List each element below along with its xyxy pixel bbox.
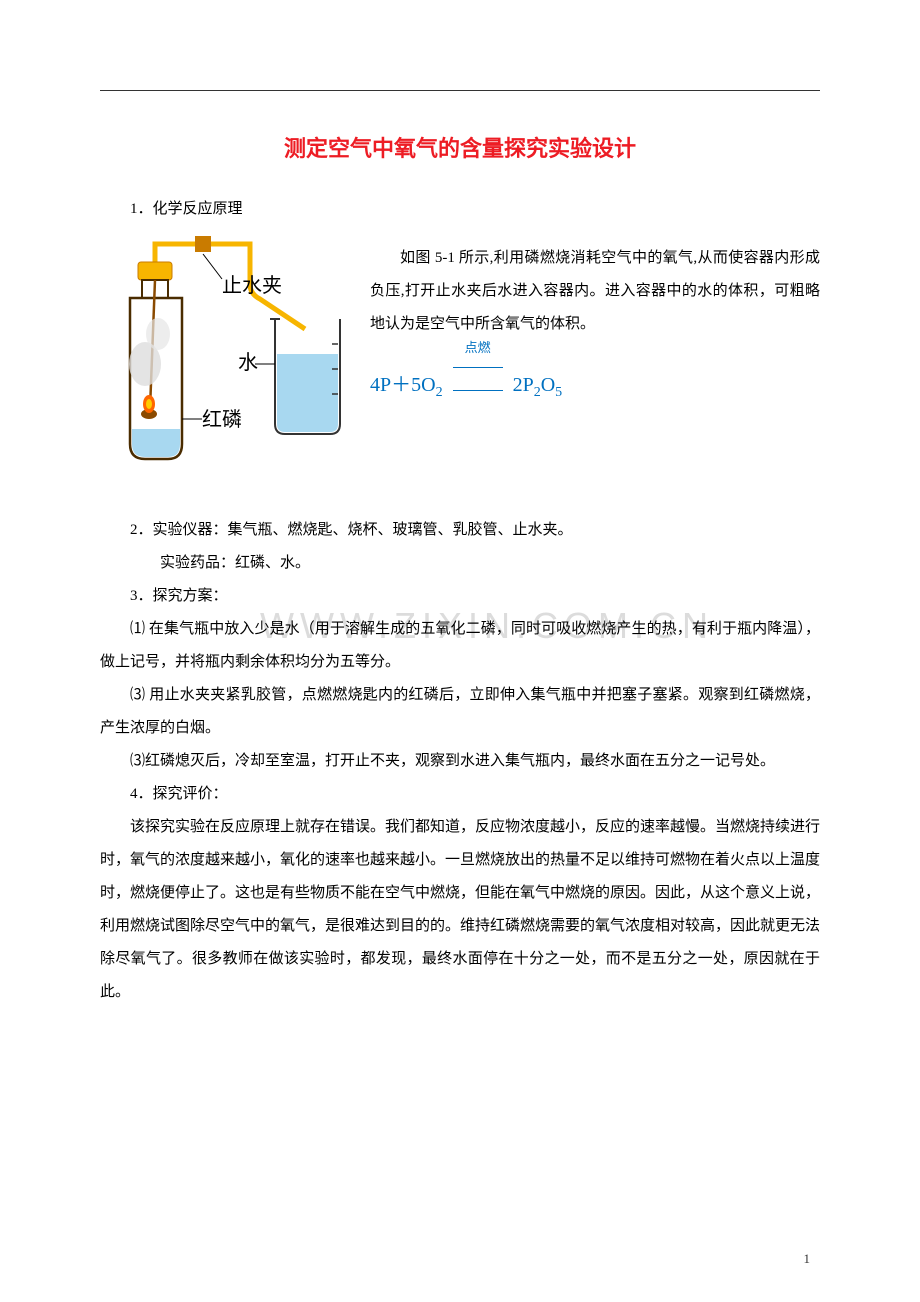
eq-rhs-sub1: 2	[534, 385, 541, 400]
section3-step2: ⑶ 用止水夹夹紧乳胶管，点燃燃烧匙内的红磷后，立即伸入集气瓶中并把塞子塞紧。观察…	[100, 679, 820, 745]
section4-heading: 4．探究评价：	[100, 778, 820, 811]
eq-lhs-sub: 2	[436, 385, 443, 400]
label-redp: 红磷	[202, 408, 242, 431]
section2-line2: 实验药品：红磷、水。	[100, 547, 820, 580]
section3-step3: ⑶红磷熄灭后，冷却至室温，打开止不夹，观察到水进入集气瓶内，最终水面在五分之一记…	[100, 745, 820, 778]
eq-rhs1: 2P	[513, 374, 534, 396]
section1-body: 如图 5-1 所示,利用磷燃烧消耗空气中的氧气,从而使容器内形成负压,打开止水夹…	[370, 242, 820, 341]
section3-step1: ⑴ 在集气瓶中放入少是水（用于溶解生成的五氧化二磷，同时可吸收燃烧产生的热，有利…	[100, 613, 820, 679]
eq-arrow: 点燃	[448, 351, 508, 397]
section1-heading: 1．化学反应原理	[100, 193, 820, 226]
clip-icon	[195, 236, 211, 252]
diagram-row: 止水夹 水 红磷 如图 5-1 所示,利用磷燃烧消耗空气中的氧气,从而使容器内形…	[100, 234, 820, 494]
section3-heading: 3．探究方案：	[100, 580, 820, 613]
chemical-equation: 4P＋5O2 点燃 2P2O5	[370, 351, 820, 401]
label-clip: 止水夹	[222, 274, 282, 297]
top-rule	[100, 90, 820, 91]
section4-body: 该探究实验在反应原理上就存在错误。我们都知道，反应物浓度越小，反应的速率越慢。当…	[100, 811, 820, 1009]
page-title: 测定空气中氧气的含量探究实验设计	[100, 131, 820, 163]
diagram-side: 如图 5-1 所示,利用磷燃烧消耗空气中的氧气,从而使容器内形成负压,打开止水夹…	[350, 234, 820, 401]
section2-heading: 2．实验仪器：集气瓶、燃烧匙、烧杯、玻璃管、乳胶管、止水夹。	[100, 514, 820, 547]
eq-rhs-sub2: 5	[555, 385, 562, 400]
label-water: 水	[238, 351, 258, 374]
eq-cond: 点燃	[448, 337, 508, 356]
eq-rhs-mid: O	[541, 374, 555, 396]
page-number: 1	[804, 1251, 811, 1267]
eq-lhs: 4P＋5O	[370, 374, 436, 396]
apparatus-diagram: 止水夹 水 红磷	[100, 234, 350, 494]
